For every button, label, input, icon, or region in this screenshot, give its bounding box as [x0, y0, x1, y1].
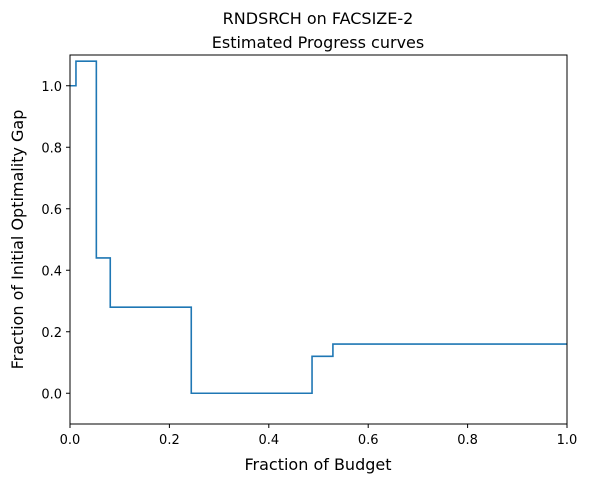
y-tick-label: 0.2: [41, 326, 62, 341]
y-tick-label: 1.0: [41, 80, 62, 95]
y-tick-label: 0.4: [41, 264, 62, 279]
x-tick-label: 1.0: [557, 433, 578, 448]
y-tick-label: 0.6: [41, 203, 62, 218]
x-tick-label: 0.6: [358, 433, 379, 448]
y-tick-label: 0.8: [41, 141, 62, 156]
y-tick-label: 0.0: [41, 387, 62, 402]
series-layer: [70, 61, 567, 393]
x-tick-label: 0.2: [159, 433, 180, 448]
x-tick-label: 0.8: [457, 433, 478, 448]
chart-title-line-2: Estimated Progress curves: [212, 33, 424, 52]
x-tick-label: 0.0: [60, 433, 81, 448]
series-line-0: [70, 61, 567, 393]
y-axis-label: Fraction of Initial Optimality Gap: [8, 110, 27, 370]
chart-title-line-1: RNDSRCH on FACSIZE-2: [223, 9, 414, 28]
plot-area-frame: [70, 55, 567, 424]
x-tick-label: 0.4: [258, 433, 279, 448]
y-axis-ticks: 0.0 0.2 0.4 0.6 0.8 1.0: [41, 80, 70, 403]
x-axis-label: Fraction of Budget: [244, 455, 391, 474]
x-axis-ticks: 0.0 0.2 0.4 0.6 0.8 1.0: [60, 424, 578, 448]
